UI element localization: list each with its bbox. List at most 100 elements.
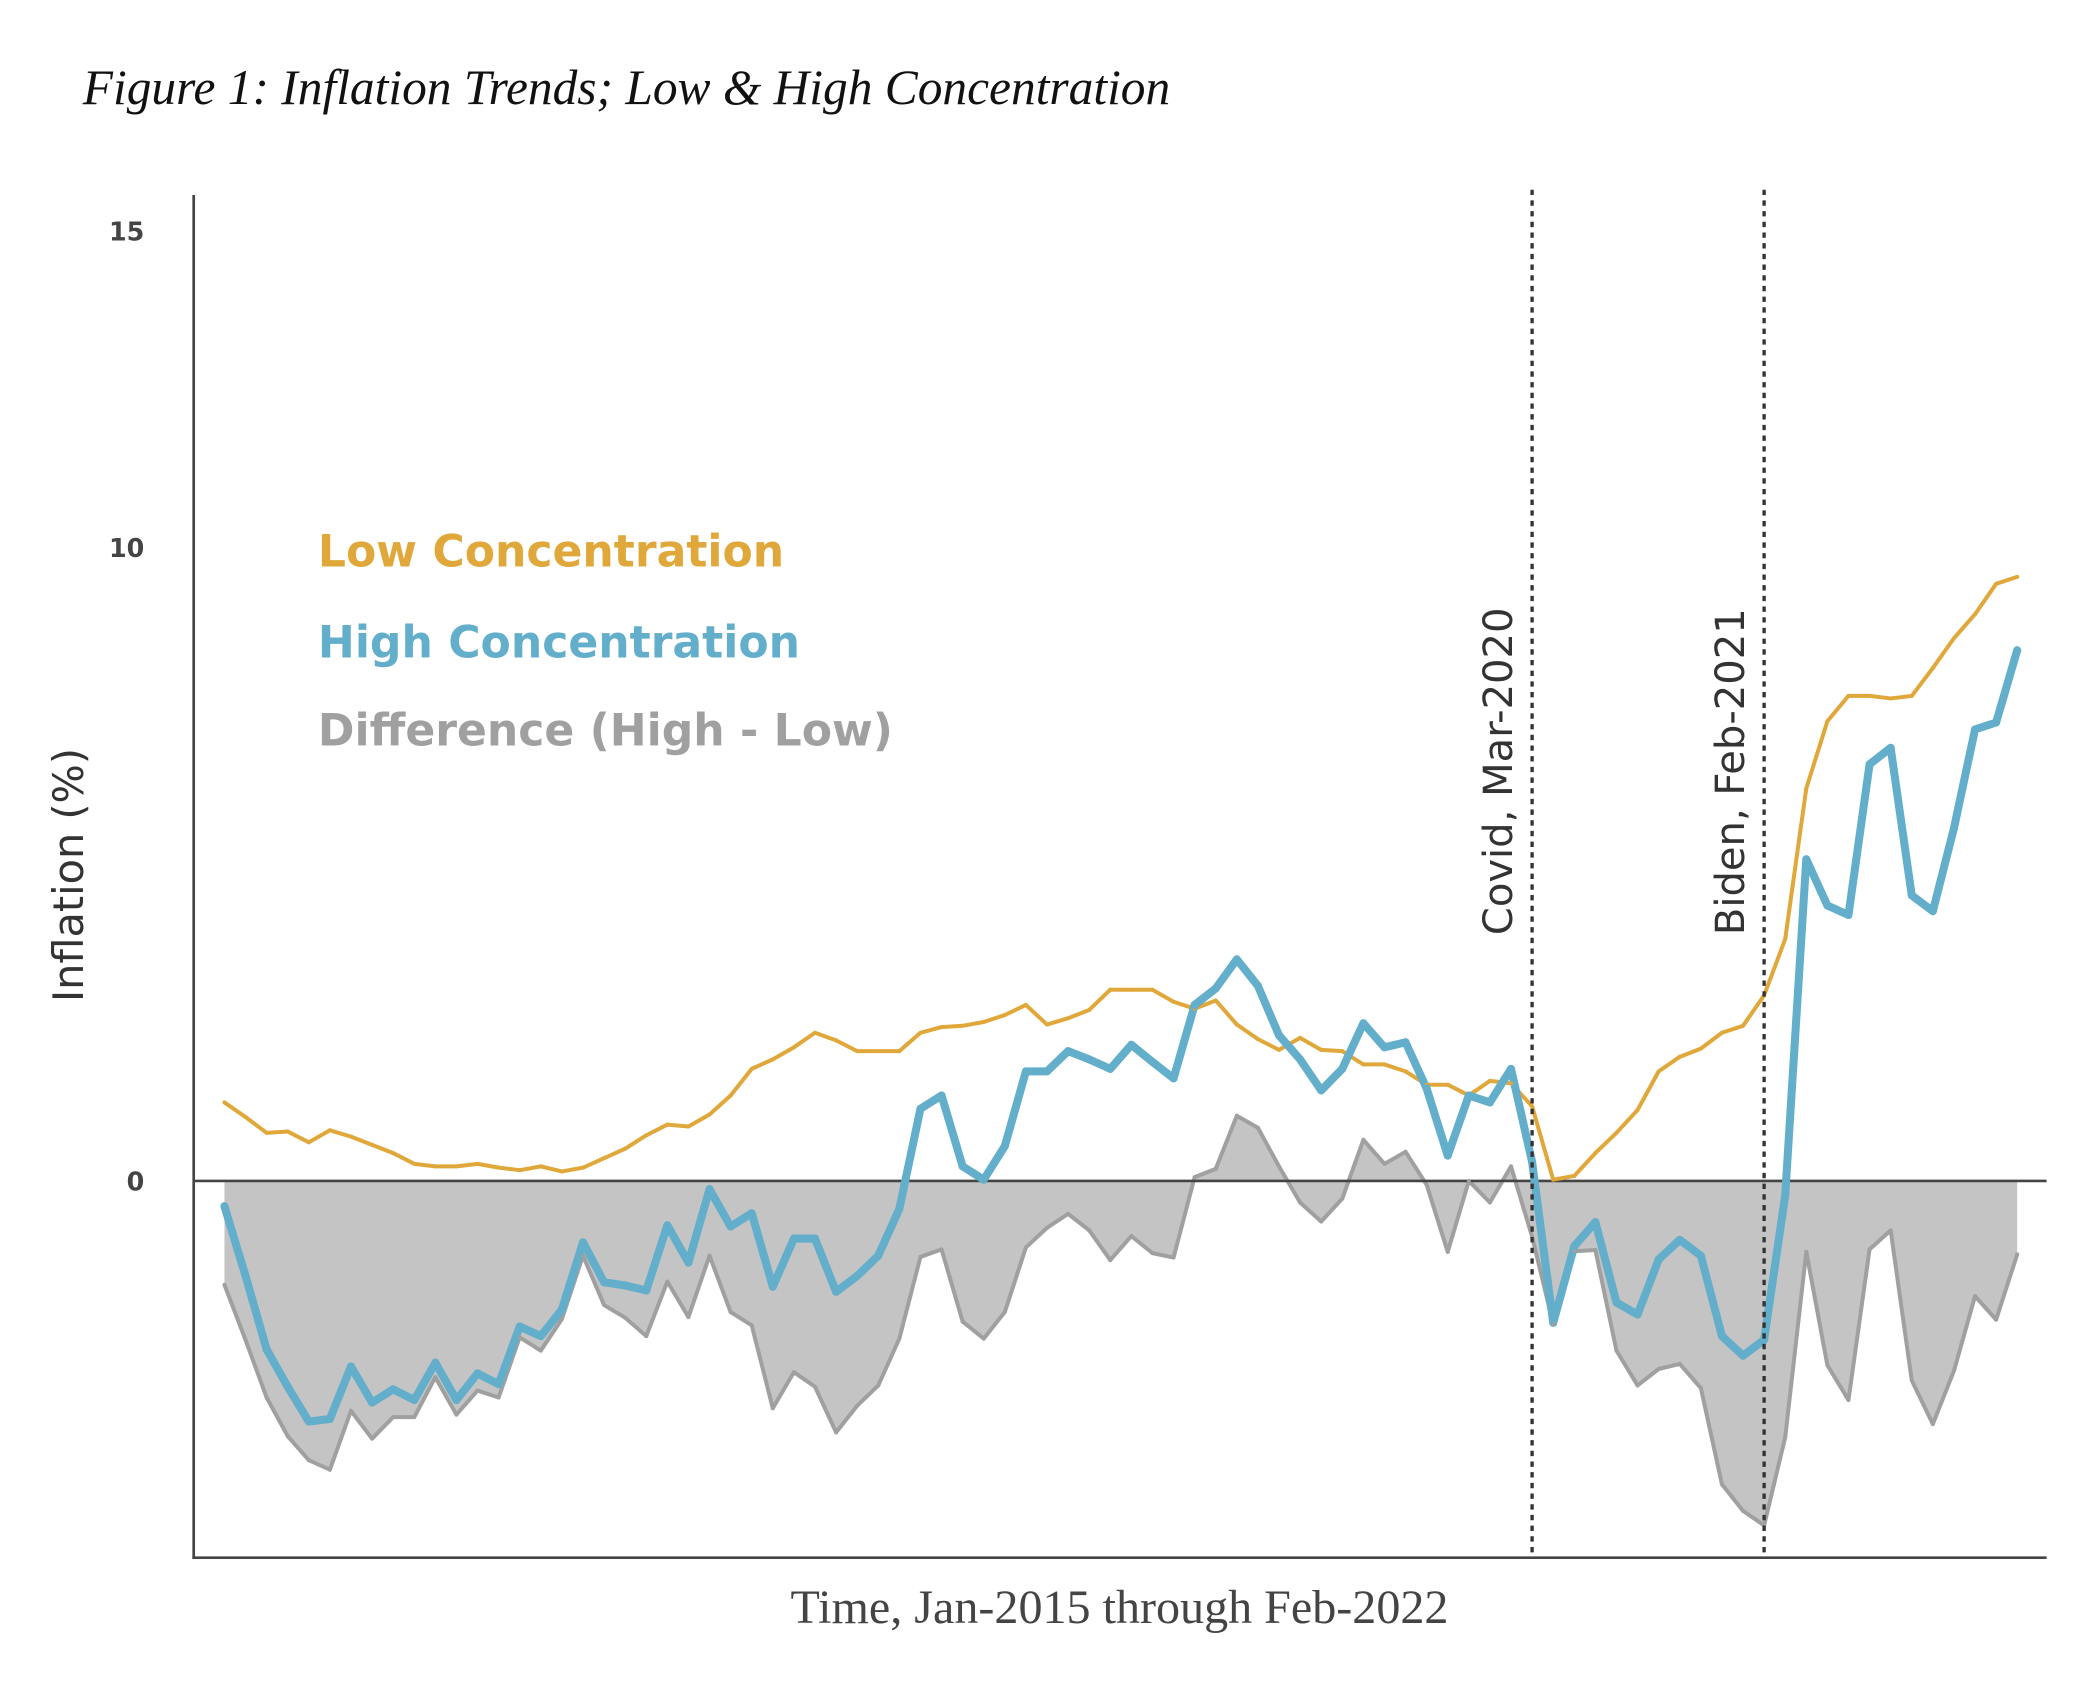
low-concentration-point [665,1122,670,1127]
difference-point [1234,1113,1239,1118]
high-concentration-point [431,1358,440,1367]
high-concentration-point [1654,1255,1663,1264]
difference-point [1846,1398,1851,1403]
high-concentration-point [494,1380,503,1389]
high-concentration-point [1317,1086,1326,1095]
high-concentration-point [1211,984,1220,993]
high-concentration-point [1401,1038,1410,1047]
high-concentration-point [1949,824,1958,833]
high-concentration-point [536,1332,545,1341]
difference-point [1466,1178,1471,1183]
difference-point [306,1458,311,1463]
low-concentration-point [285,1129,290,1134]
high-concentration-point [1591,1218,1600,1227]
difference-line [222,1113,2020,1528]
low-concentration-point [834,1038,839,1043]
high-concentration-point [1781,1191,1790,1200]
high-concentration-point [1612,1298,1621,1307]
difference-point [1361,1137,1366,1142]
difference-point [1066,1211,1071,1216]
low-concentration-point [433,1164,438,1169]
low-concentration-point [1635,1108,1640,1113]
high-concentration-point [1127,1040,1136,1049]
high-concentration-point [1971,725,1980,734]
high-concentration-point [1675,1235,1684,1244]
high-concentration-point [1823,901,1832,910]
difference-point [412,1415,417,1420]
difference-point [876,1383,881,1388]
low-concentration-point [855,1049,860,1054]
difference-point [1677,1361,1682,1366]
low-concentration-point [791,1045,796,1050]
low-concentration-point [1044,1022,1050,1027]
high-concentration-point [283,1382,292,1391]
high-concentration-point [1253,981,1262,990]
difference-point [1888,1228,1893,1233]
low-concentration-point [686,1124,691,1129]
high-concentration-point [600,1278,609,1287]
high-concentration-point [1064,1047,1073,1056]
high-concentration-point [979,1175,988,1184]
difference-point [454,1412,459,1417]
difference-point [327,1467,332,1472]
low-concentration-point [1593,1151,1598,1156]
low-concentration-point [264,1130,269,1135]
difference-point [559,1316,564,1321]
high-concentration-point [1696,1251,1705,1260]
difference-point [1298,1200,1303,1205]
difference-point [1551,1322,1556,1327]
difference-point [496,1395,501,1400]
low-concentration-point [602,1156,607,1161]
low-concentration-point [918,1030,923,1035]
low-concentration-point [707,1112,712,1117]
high-concentration-point [1296,1055,1305,1064]
low-concentration-point [538,1164,543,1169]
difference-point [1319,1219,1324,1224]
difference-point [1213,1166,1218,1171]
difference-point [686,1315,691,1320]
low-concentration-point [749,1066,754,1071]
high-concentration-point [1865,760,1874,769]
low-concentration-point [222,1100,227,1105]
low-concentration-point [1804,786,1809,791]
difference-point [1087,1228,1092,1233]
difference-point [1424,1182,1429,1187]
difference-point [855,1403,860,1408]
difference-point [348,1408,353,1413]
difference-point [644,1334,649,1339]
low-concentration-point [327,1128,332,1133]
difference-point [1783,1435,1788,1440]
low-concentration-point [770,1057,775,1062]
high-concentration-point [389,1385,398,1394]
difference-point [1150,1251,1155,1256]
high-concentration-point [241,1271,250,1280]
high-concentration-point [747,1209,756,1218]
difference-point [749,1323,754,1328]
difference-point [1002,1310,1007,1315]
low-concentration-line [223,574,2018,1182]
high-concentration-point [916,1104,925,1113]
low-concentration-point [1213,998,1218,1003]
difference-point [264,1395,269,1400]
low-concentration-point [517,1168,522,1173]
high-concentration-point [1464,1091,1473,1100]
low-concentration-point [728,1093,733,1098]
low-concentration-point [496,1165,501,1170]
low-concentration-point [812,1030,817,1035]
high-concentration-point [1000,1142,1009,1151]
low-concentration-point [306,1140,311,1145]
difference-point [1023,1245,1028,1250]
low-concentration-point [1551,1177,1556,1182]
high-concentration-point [452,1396,461,1405]
low-concentration-point [1445,1082,1450,1087]
high-concentration-point [663,1221,672,1230]
low-concentration-point [370,1142,375,1147]
low-concentration-point [1234,1022,1239,1027]
difference-point [1593,1247,1598,1252]
difference-point [1340,1196,1345,1201]
difference-point [391,1415,396,1420]
event-markers: Covid, Mar-2020 Biden, Feb-2021 [1476,189,1766,1558]
high-concentration-point [705,1185,714,1194]
low-concentration-point [1277,1047,1282,1052]
